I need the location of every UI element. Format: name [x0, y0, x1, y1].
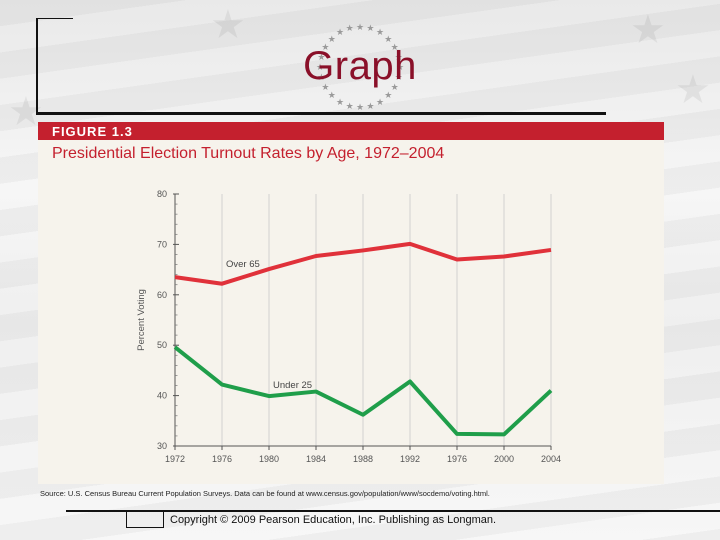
ring-star-icon: ★	[356, 22, 365, 32]
ring-star-icon: ★	[327, 33, 336, 44]
ring-star-icon: ★	[384, 33, 393, 44]
x-tick-label: 1976	[447, 454, 467, 464]
slide-rule-top	[36, 18, 73, 19]
slide-rule-title-underline	[36, 112, 606, 115]
x-tick-label: 1976	[212, 454, 232, 464]
ring-star-icon: ★	[321, 42, 330, 52]
ring-star-icon: ★	[376, 96, 385, 107]
figure-source: Source: U.S. Census Bureau Current Popul…	[40, 489, 490, 498]
y-tick-label: 80	[157, 189, 167, 199]
footer-rule	[66, 510, 720, 512]
x-tick-label: 1984	[306, 454, 326, 464]
ring-star-icon: ★	[317, 72, 326, 83]
ring-star-icon: ★	[336, 27, 345, 38]
series-label: Under 25	[273, 380, 312, 391]
figure-title: Presidential Election Turnout Rates by A…	[52, 145, 445, 162]
footer-box-decoration	[126, 512, 164, 528]
background-star-icon: ★	[675, 68, 711, 112]
ring-star-icon: ★	[316, 62, 325, 72]
slide-rule-vertical	[36, 18, 38, 113]
ring-star-icon: ★	[327, 90, 336, 101]
ring-star-icon: ★	[376, 27, 385, 38]
ring-star-icon: ★	[345, 23, 354, 34]
x-tick-label: 1980	[259, 454, 279, 464]
y-tick-label: 40	[157, 391, 167, 401]
line-chart: 30 40 50 60 70 80 1972 1976 1980 1984 1988 1992 1976…	[136, 189, 561, 464]
ring-star-icon: ★	[384, 90, 393, 101]
x-tick-label: 1972	[165, 454, 185, 464]
x-tick-label: 2004	[541, 454, 561, 464]
y-axis-label: Percent Voting	[136, 289, 147, 351]
x-tick-label: 1992	[400, 454, 420, 464]
copyright-text: Copyright © 2009 Pearson Education, Inc.…	[170, 514, 497, 526]
ring-star-icon: ★	[394, 72, 403, 83]
ring-star-icon: ★	[366, 100, 375, 111]
figure-label-bar: FIGURE 1.3	[38, 122, 664, 140]
ring-star-icon: ★	[396, 62, 405, 72]
ring-star-icon: ★	[336, 96, 345, 107]
title-area: ★ ★ ★ ★ ★ ★ ★ ★ ★ ★ ★ ★ ★ ★ ★ ★ ★ ★ ★ ★ ★ ★ ★ ★ Graph	[280, 22, 440, 112]
background-star-icon: ★	[630, 8, 666, 52]
ring-star-icon: ★	[394, 51, 403, 62]
series-label: Over 65	[226, 259, 260, 270]
ring-star-icon: ★	[317, 51, 326, 62]
ring-star-icon: ★	[366, 23, 375, 34]
y-tick-label: 50	[157, 340, 167, 350]
x-tick-label: 2000	[494, 454, 514, 464]
background-star-icon: ★	[210, 3, 246, 47]
slide-title: Graph	[303, 44, 417, 88]
ring-star-icon: ★	[356, 102, 365, 112]
ring-star-icon: ★	[390, 42, 399, 52]
y-tick-label: 60	[157, 290, 167, 300]
figure-panel: FIGURE 1.3 Presidential Election Turnout…	[38, 122, 664, 484]
y-tick-label: 70	[157, 239, 167, 249]
ring-star-icon: ★	[321, 82, 330, 92]
figure-label: FIGURE 1.3	[52, 124, 133, 139]
ring-star-icon: ★	[390, 82, 399, 92]
x-tick-label: 1988	[353, 454, 373, 464]
y-tick-label: 30	[157, 441, 167, 451]
ring-star-icon: ★	[345, 100, 354, 111]
